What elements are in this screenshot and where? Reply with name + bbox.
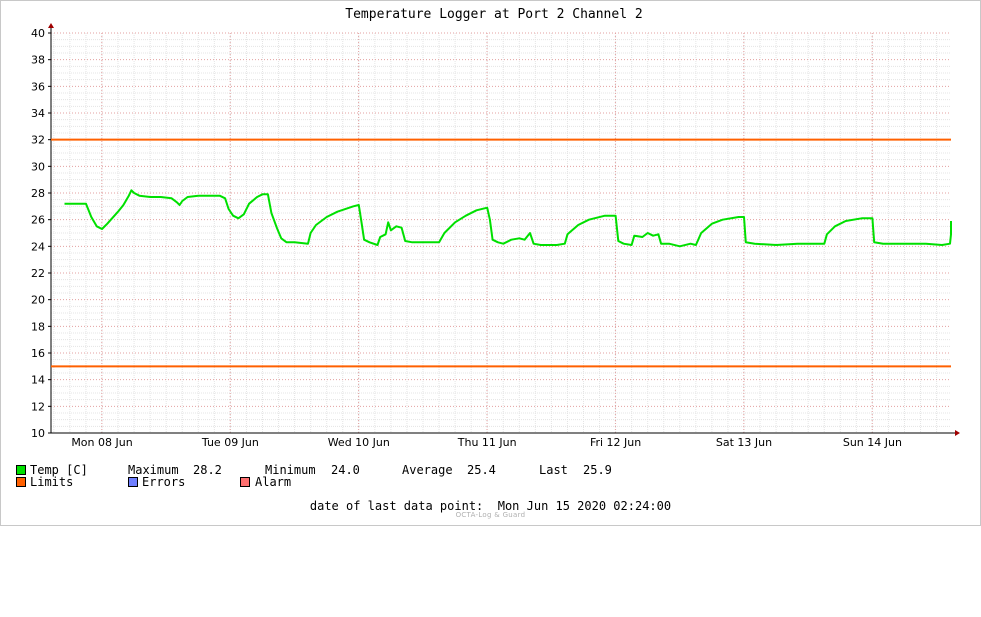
legend-last-label: Last — [539, 463, 568, 477]
legend-min-label: Minimum — [265, 463, 316, 477]
temp-swatch-icon — [16, 465, 26, 475]
legend-max-label: Maximum — [128, 463, 179, 477]
alarm-swatch-icon — [240, 477, 250, 487]
legend-avg-value: 25.4 — [467, 463, 496, 477]
y-tick-label: 40 — [31, 27, 45, 40]
y-tick-label: 38 — [31, 54, 45, 67]
series-line-temp — [64, 189, 952, 248]
x-tick-label: Wed 10 Jun — [328, 436, 390, 449]
y-tick-label: 26 — [31, 214, 45, 227]
x-tick-label: Tue 09 Jun — [201, 436, 259, 449]
y-tick-label: 22 — [31, 267, 45, 280]
legend-last-value: 25.9 — [583, 463, 612, 477]
x-tick-label: Sat 13 Jun — [716, 436, 772, 449]
x-tick-label: Sun 14 Jun — [843, 436, 902, 449]
legend-errors-label: Errors — [142, 475, 186, 489]
y-tick-label: 16 — [31, 347, 45, 360]
y-tick-label: 20 — [31, 294, 45, 307]
y-tick-label: 14 — [31, 374, 45, 387]
legend-temp-label: Temp [C] — [30, 463, 88, 477]
y-tick-label: 10 — [31, 427, 45, 440]
y-tick-label: 34 — [31, 107, 45, 120]
errors-swatch-icon — [128, 477, 138, 487]
legend-min-value: 24.0 — [331, 463, 360, 477]
y-tick-label: 36 — [31, 80, 45, 93]
x-tick-label: Fri 12 Jun — [590, 436, 641, 449]
y-tick-label: 32 — [31, 134, 45, 147]
y-tick-label: 12 — [31, 400, 45, 413]
y-axis-arrow-icon — [48, 23, 54, 28]
legend-row-stats: Temp [C] Maximum 28.2 Minimum 24.0 Avera… — [0, 463, 612, 477]
x-tick-label: Thu 11 Jun — [457, 436, 517, 449]
last-data-point-date: date of last data point: Mon Jun 15 2020… — [309, 499, 672, 513]
limits-swatch-icon — [16, 477, 26, 487]
y-tick-label: 18 — [31, 320, 45, 333]
y-tick-label: 28 — [31, 187, 45, 200]
y-tick-label: 30 — [31, 160, 45, 173]
x-axis-arrow-icon — [955, 430, 960, 436]
legend-avg-label: Average — [402, 463, 453, 477]
temperature-chart: 10 12 14 16 18 20 22 24 26 28 30 32 34 36 38 40 Mon 08 J… — [31, 7, 960, 449]
legend-alarm-label: Alarm — [255, 475, 292, 489]
legend-limits-label: Limits — [30, 475, 74, 489]
chart-title: Temperature Logger at Port 2 Channel 2 — [345, 7, 642, 22]
legend-row-lines: Limits Errors Alarm — [0, 475, 291, 489]
x-tick-label: Mon 08 Jun — [71, 436, 132, 449]
brand-watermark: OCTA-Log & Guard — [455, 511, 526, 519]
y-tick-label: 24 — [31, 240, 45, 253]
legend-max-value: 28.2 — [193, 463, 222, 477]
